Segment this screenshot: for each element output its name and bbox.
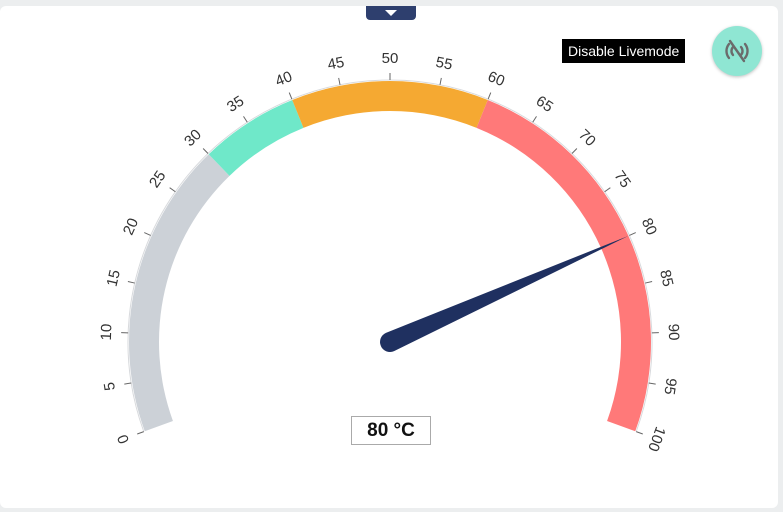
gauge-tick [338,77,341,85]
gauge-tick [169,187,176,193]
gauge-rim [127,79,653,432]
gauge-value-label: 80 °C [351,416,431,445]
gauge-tick [604,187,611,193]
gauge-tick-label: 35 [224,93,247,116]
gauge-tick-label: 85 [656,268,676,288]
gauge-tick-label: 10 [98,323,116,340]
gauge-tick-label: 5 [101,381,119,392]
gauge-band [292,81,488,128]
gauge-band [208,100,304,176]
gauge-tick-label: 45 [326,54,346,74]
gauge-tick-label: 60 [485,68,507,90]
gauge-tick [532,116,537,123]
gauge-tick [629,232,636,236]
gauge-tick-label: 75 [611,168,634,191]
gauge-tick [127,281,135,284]
gauge-tick-label: 55 [434,54,454,74]
gauge-tick [636,431,643,435]
gauge-tick [645,281,653,284]
disable-livemode-button[interactable] [712,26,762,76]
gauge-tick [487,92,492,100]
gauge-tick [137,431,144,435]
gauge-band [129,154,230,432]
gauge-band [476,100,651,432]
gauge-tick-label: 0 [114,432,133,446]
gauge-tick-label: 15 [104,268,124,288]
gauge-tick-label: 25 [146,168,169,191]
gauge-tick [288,92,293,100]
livemode-tooltip: Disable Livemode [562,39,686,63]
expand-tab-button[interactable] [366,6,416,20]
wifi-off-icon [725,39,749,63]
gauge-tick-label: 90 [665,323,683,340]
gauge-tick-label: 80 [638,216,660,238]
gauge-tick [243,116,248,123]
gauge-tick-label: 70 [575,126,599,150]
gauge-tick [124,382,132,385]
gauge-tick-label: 30 [181,126,205,150]
gauge-tick-label: 100 [644,424,669,453]
gauge-tick [439,77,442,85]
gauge-tick [144,232,151,236]
gauge-tick-label: 40 [273,68,295,90]
gauge-tick [648,382,656,385]
gauge-tick [202,148,209,154]
gauge-tick-label: 20 [120,216,142,238]
gauge-tick [571,148,578,154]
gauge-needle [380,235,629,352]
gauge-tick-label: 95 [660,377,679,396]
gauge-tick-label: 65 [533,93,556,116]
gauge-tick-label: 50 [382,50,399,67]
